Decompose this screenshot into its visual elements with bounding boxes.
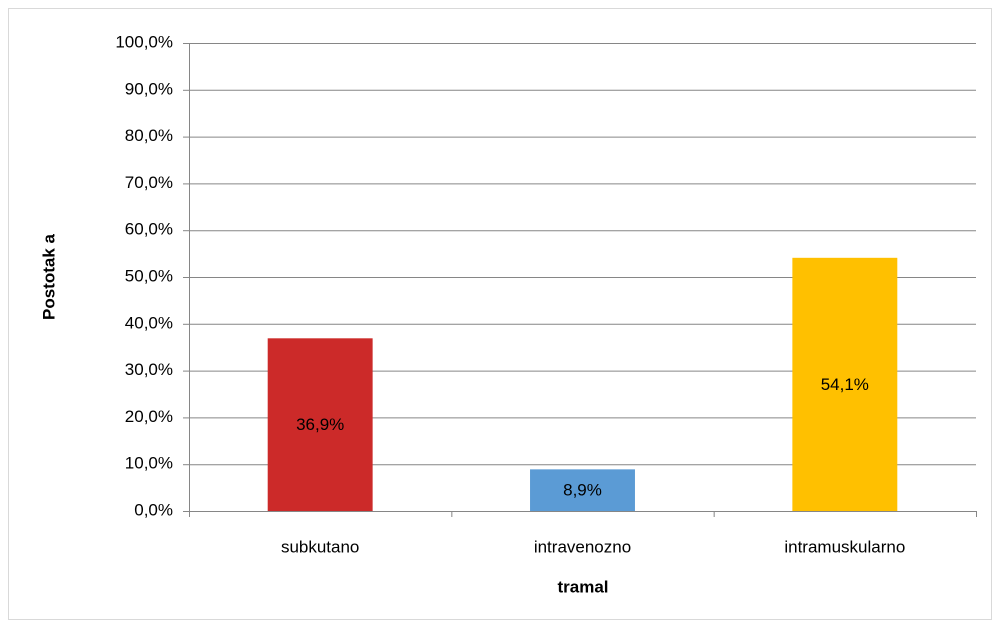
y-axis-title: Postotak a [39,233,58,320]
y-tick-label: 40,0% [125,313,173,332]
bar [267,338,373,511]
data-label: 54,1% [821,375,869,394]
bar [792,257,898,511]
bar [530,469,635,511]
y-tick-label: 0,0% [134,500,173,519]
data-label: 36,9% [296,415,344,434]
data-label: 8,9% [563,481,602,500]
y-tick-label: 100,0% [115,32,173,51]
x-axis-title: tramal [557,577,608,596]
y-tick-label: 80,0% [125,126,173,145]
y-tick-label: 70,0% [125,173,173,192]
x-tick-label: intravenozno [534,537,631,556]
x-tick-label: intramuskularno [784,537,905,556]
y-tick-label: 50,0% [125,266,173,285]
y-tick-label: 30,0% [125,360,173,379]
x-tick-label: subkutano [281,537,359,556]
y-tick-label: 10,0% [125,454,173,473]
y-tick-label: 90,0% [125,79,173,98]
y-tick-label: 60,0% [125,220,173,239]
y-tick-label: 20,0% [125,407,173,426]
